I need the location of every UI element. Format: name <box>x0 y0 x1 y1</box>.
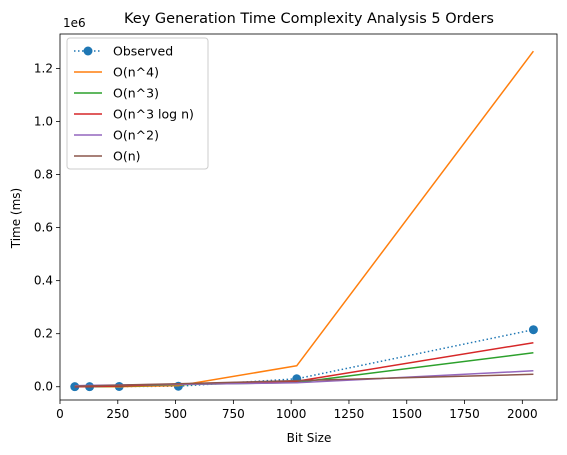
legend-label: O(n^4) <box>113 65 159 80</box>
y-axis-label: Time (ms) <box>9 188 23 250</box>
legend-label: O(n^3) <box>113 86 159 101</box>
y-tick-label: 0.4 <box>34 274 53 288</box>
y-tick-label: 0.2 <box>34 327 53 341</box>
legend: Observed O(n^4) O(n^3) O(n^3 log n) O(n^2) O(… <box>66 37 209 170</box>
x-tick-label: 0 <box>56 407 64 421</box>
legend-label: O(n^2) <box>113 128 159 143</box>
legend-label: O(n) <box>113 149 141 164</box>
y-axis-ticks: 0.0 0.2 0.4 0.6 0.8 1.0 1.2 <box>34 61 60 394</box>
axes-frame <box>59 33 558 401</box>
legend-box <box>66 37 209 170</box>
legend-marker <box>83 46 93 56</box>
plot-lines <box>70 50 538 392</box>
y-tick-label: 1.2 <box>34 61 53 75</box>
series-point-observed <box>528 325 538 335</box>
y-tick-label: 0.0 <box>34 380 53 394</box>
x-axis-label: Bit Size <box>287 431 332 445</box>
x-tick-label: 2000 <box>507 407 538 421</box>
legend-label: Observed <box>113 44 173 59</box>
x-tick-label: 750 <box>222 407 245 421</box>
series-line-observed <box>74 328 534 388</box>
series-line-o-n <box>74 373 534 388</box>
y-tick-label: 1.0 <box>34 115 53 129</box>
series-line-o-n-3 <box>74 352 534 388</box>
series-point-observed <box>70 382 80 392</box>
legend-label: O(n^3 log n) <box>113 107 194 122</box>
x-tick-label: 500 <box>164 407 187 421</box>
y-tick-label: 0.8 <box>34 168 53 182</box>
x-tick-label: 250 <box>106 407 129 421</box>
chart-title: Key Generation Time Complexity Analysis … <box>124 11 494 27</box>
x-tick-label: 1000 <box>276 407 307 421</box>
y-axis-offset-label: 1e6 <box>63 16 86 30</box>
x-tick-label: 1250 <box>334 407 365 421</box>
y-tick-label: 0.6 <box>34 221 53 235</box>
x-tick-label: 1750 <box>449 407 480 421</box>
series-line-o-n-2 <box>74 370 534 387</box>
x-tick-label: 1500 <box>391 407 422 421</box>
x-axis-ticks: 0 250 500 750 1000 1250 1500 1750 2000 <box>56 400 538 421</box>
